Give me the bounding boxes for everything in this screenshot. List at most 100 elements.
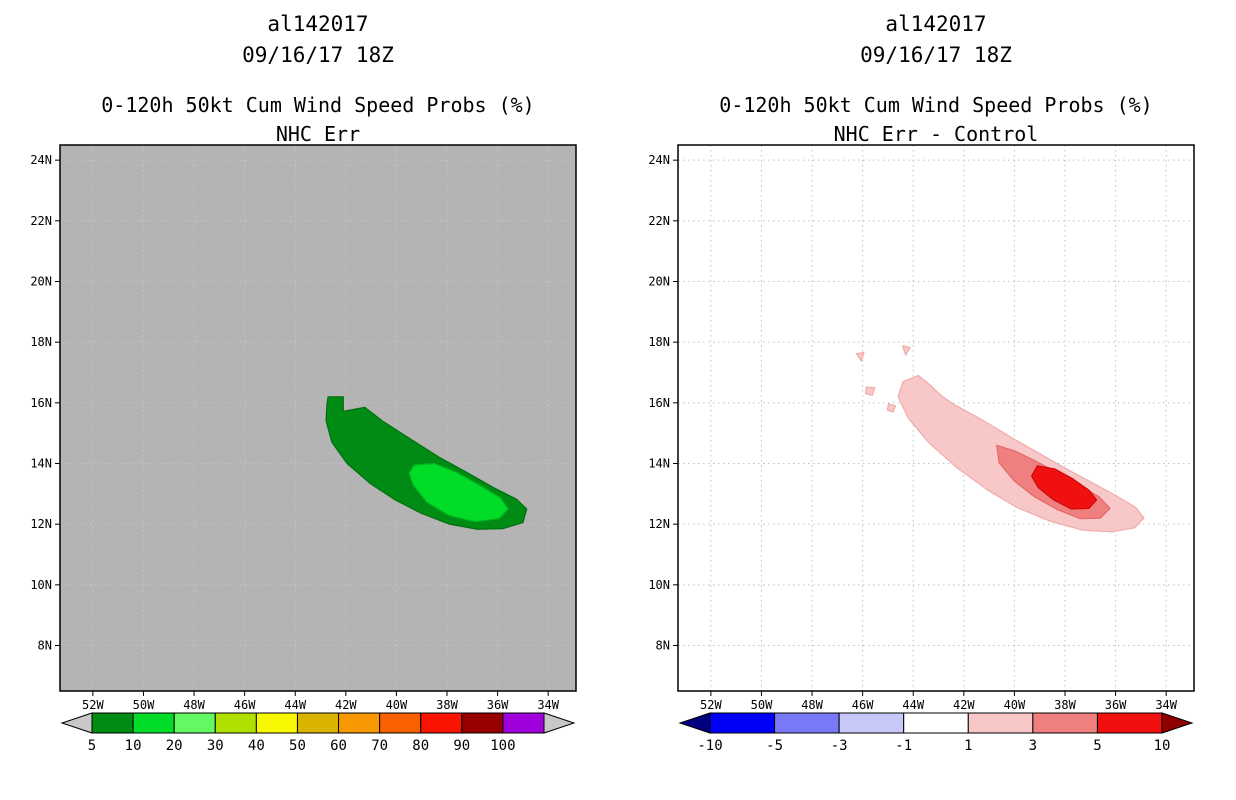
colorbar-label: 90 bbox=[453, 738, 470, 754]
y-tick-label: 10N bbox=[648, 578, 670, 592]
y-tick-label: 14N bbox=[30, 457, 52, 471]
panel-diff-titles: al142017 09/16/17 18Z 0-120h 50kt Cum Wi… bbox=[678, 0, 1194, 146]
colorbar-box bbox=[379, 712, 422, 734]
colorbar-box bbox=[502, 712, 545, 734]
chart-heading: 0-120h 50kt Cum Wind Speed Probs (%) bbox=[719, 93, 1153, 117]
x-tick-label: 46W bbox=[852, 698, 874, 712]
x-tick-label: 44W bbox=[284, 698, 306, 712]
storm-id: al142017 bbox=[885, 12, 987, 36]
contour-level-5 bbox=[1031, 465, 1098, 510]
x-tick-label: 44W bbox=[902, 698, 924, 712]
colorbar-box bbox=[903, 712, 969, 734]
wind-prob-map-nhc-err: 52W 50W 48W 46W 44W 42W 40W 38W 36W 34W 8N 10N 12N 14… bbox=[30, 144, 577, 754]
y-tick-label: 8N bbox=[656, 639, 670, 653]
x-tick-label: 34W bbox=[537, 698, 559, 712]
colorbar-box bbox=[838, 712, 905, 734]
colorbar-label: -1 bbox=[895, 738, 912, 754]
y-tick-label: 18N bbox=[30, 335, 52, 349]
colorbar-box bbox=[173, 712, 216, 734]
y-tick-label: 12N bbox=[30, 517, 52, 531]
wind-prob-diff-map: 52W 50W 48W 46W 44W 42W 40W 38W 36W 34W 8N 10N 12N 14… bbox=[648, 144, 1195, 754]
colorbar-label: -3 bbox=[831, 738, 848, 754]
init-datetime: 09/16/17 18Z bbox=[242, 43, 394, 67]
colorbar-label: 60 bbox=[330, 738, 347, 754]
y-tick-label: 24N bbox=[30, 153, 52, 167]
x-tick-label: 34W bbox=[1155, 698, 1177, 712]
colorbar-label: -5 bbox=[766, 738, 783, 754]
y-tick-label: 8N bbox=[38, 639, 52, 653]
y-tick-label: 14N bbox=[648, 457, 670, 471]
map-border bbox=[59, 144, 577, 692]
colorbar-box bbox=[91, 712, 134, 734]
colorbar-label: 10 bbox=[125, 738, 142, 754]
chart-heading: 0-120h 50kt Cum Wind Speed Probs (%) bbox=[101, 93, 535, 117]
x-tick-label: 40W bbox=[386, 698, 408, 712]
colorbar-label: 10 bbox=[1154, 738, 1171, 754]
colorbar-box bbox=[420, 712, 463, 734]
y-tick-label: 22N bbox=[648, 214, 670, 228]
colorbar-box bbox=[1032, 712, 1098, 734]
x-tick-label: 40W bbox=[1004, 698, 1026, 712]
contour-level-1 bbox=[902, 345, 911, 356]
x-tick-label: 50W bbox=[751, 698, 773, 712]
colorbar-label: 70 bbox=[371, 738, 388, 754]
x-tick-label: 52W bbox=[82, 698, 104, 712]
init-datetime: 09/16/17 18Z bbox=[860, 43, 1012, 67]
chart-subheading: NHC Err - Control bbox=[833, 122, 1039, 146]
colorbar-label: 50 bbox=[289, 738, 306, 754]
colorbar-arrow-right bbox=[543, 712, 576, 734]
x-tick-label: 48W bbox=[801, 698, 823, 712]
y-tick-label: 18N bbox=[648, 335, 670, 349]
x-tick-label: 50W bbox=[133, 698, 155, 712]
colorbar-label: 80 bbox=[412, 738, 429, 754]
contour-level-1 bbox=[865, 386, 876, 396]
x-tick-label: 42W bbox=[335, 698, 357, 712]
colorbar-label: 1 bbox=[964, 738, 972, 754]
y-tick-label: 20N bbox=[30, 275, 52, 289]
y-tick-label: 16N bbox=[648, 396, 670, 410]
colorbar-label: -10 bbox=[697, 738, 722, 754]
x-tick-label: 48W bbox=[183, 698, 205, 712]
y-tick-label: 20N bbox=[648, 275, 670, 289]
colorbar-arrow-left bbox=[60, 712, 93, 734]
colorbar-box bbox=[709, 712, 776, 734]
colorbar-box bbox=[255, 712, 298, 734]
panel-nhc-err-minus-control: al142017 09/16/17 18Z 0-120h 50kt Cum Wi… bbox=[618, 0, 1236, 800]
colorbar-box bbox=[967, 712, 1034, 734]
colorbar-label: 30 bbox=[207, 738, 224, 754]
contour-level-1 bbox=[855, 351, 865, 362]
map-border bbox=[677, 144, 1195, 692]
colorbar-label: 3 bbox=[1029, 738, 1037, 754]
x-tick-label: 38W bbox=[1054, 698, 1076, 712]
contour-level-10 bbox=[408, 462, 509, 523]
x-tick-label: 36W bbox=[487, 698, 509, 712]
colorbar-arrow-left bbox=[678, 712, 711, 734]
colorbar-label: 5 bbox=[88, 738, 96, 754]
x-tick-label: 52W bbox=[700, 698, 722, 712]
x-tick-label: 38W bbox=[436, 698, 458, 712]
colorbar-box bbox=[132, 712, 175, 734]
colorbar-box bbox=[774, 712, 840, 734]
y-tick-label: 24N bbox=[648, 153, 670, 167]
chart-subheading: NHC Err bbox=[275, 122, 361, 146]
x-tick-label: 36W bbox=[1105, 698, 1127, 712]
y-tick-label: 10N bbox=[30, 578, 52, 592]
colorbar-arrow-right bbox=[1161, 712, 1194, 734]
panel-nhc-err-titles: al142017 09/16/17 18Z 0-120h 50kt Cum Wi… bbox=[60, 0, 576, 146]
y-tick-label: 22N bbox=[30, 214, 52, 228]
colorbar-label: 40 bbox=[248, 738, 265, 754]
panel-nhc-err: al142017 09/16/17 18Z 0-120h 50kt Cum Wi… bbox=[30, 0, 577, 754]
map-background bbox=[60, 145, 576, 691]
x-tick-label: 46W bbox=[234, 698, 256, 712]
colorbar-box bbox=[296, 712, 340, 734]
colorbar-label: 20 bbox=[166, 738, 183, 754]
contour-level-1 bbox=[886, 403, 897, 413]
colorbar-label: 5 bbox=[1093, 738, 1101, 754]
y-tick-label: 12N bbox=[648, 517, 670, 531]
storm-id: al142017 bbox=[267, 12, 369, 36]
colorbar-box bbox=[214, 712, 257, 734]
colorbar-label: 100 bbox=[490, 738, 515, 754]
colorbar-box bbox=[461, 712, 504, 734]
y-tick-label: 16N bbox=[30, 396, 52, 410]
